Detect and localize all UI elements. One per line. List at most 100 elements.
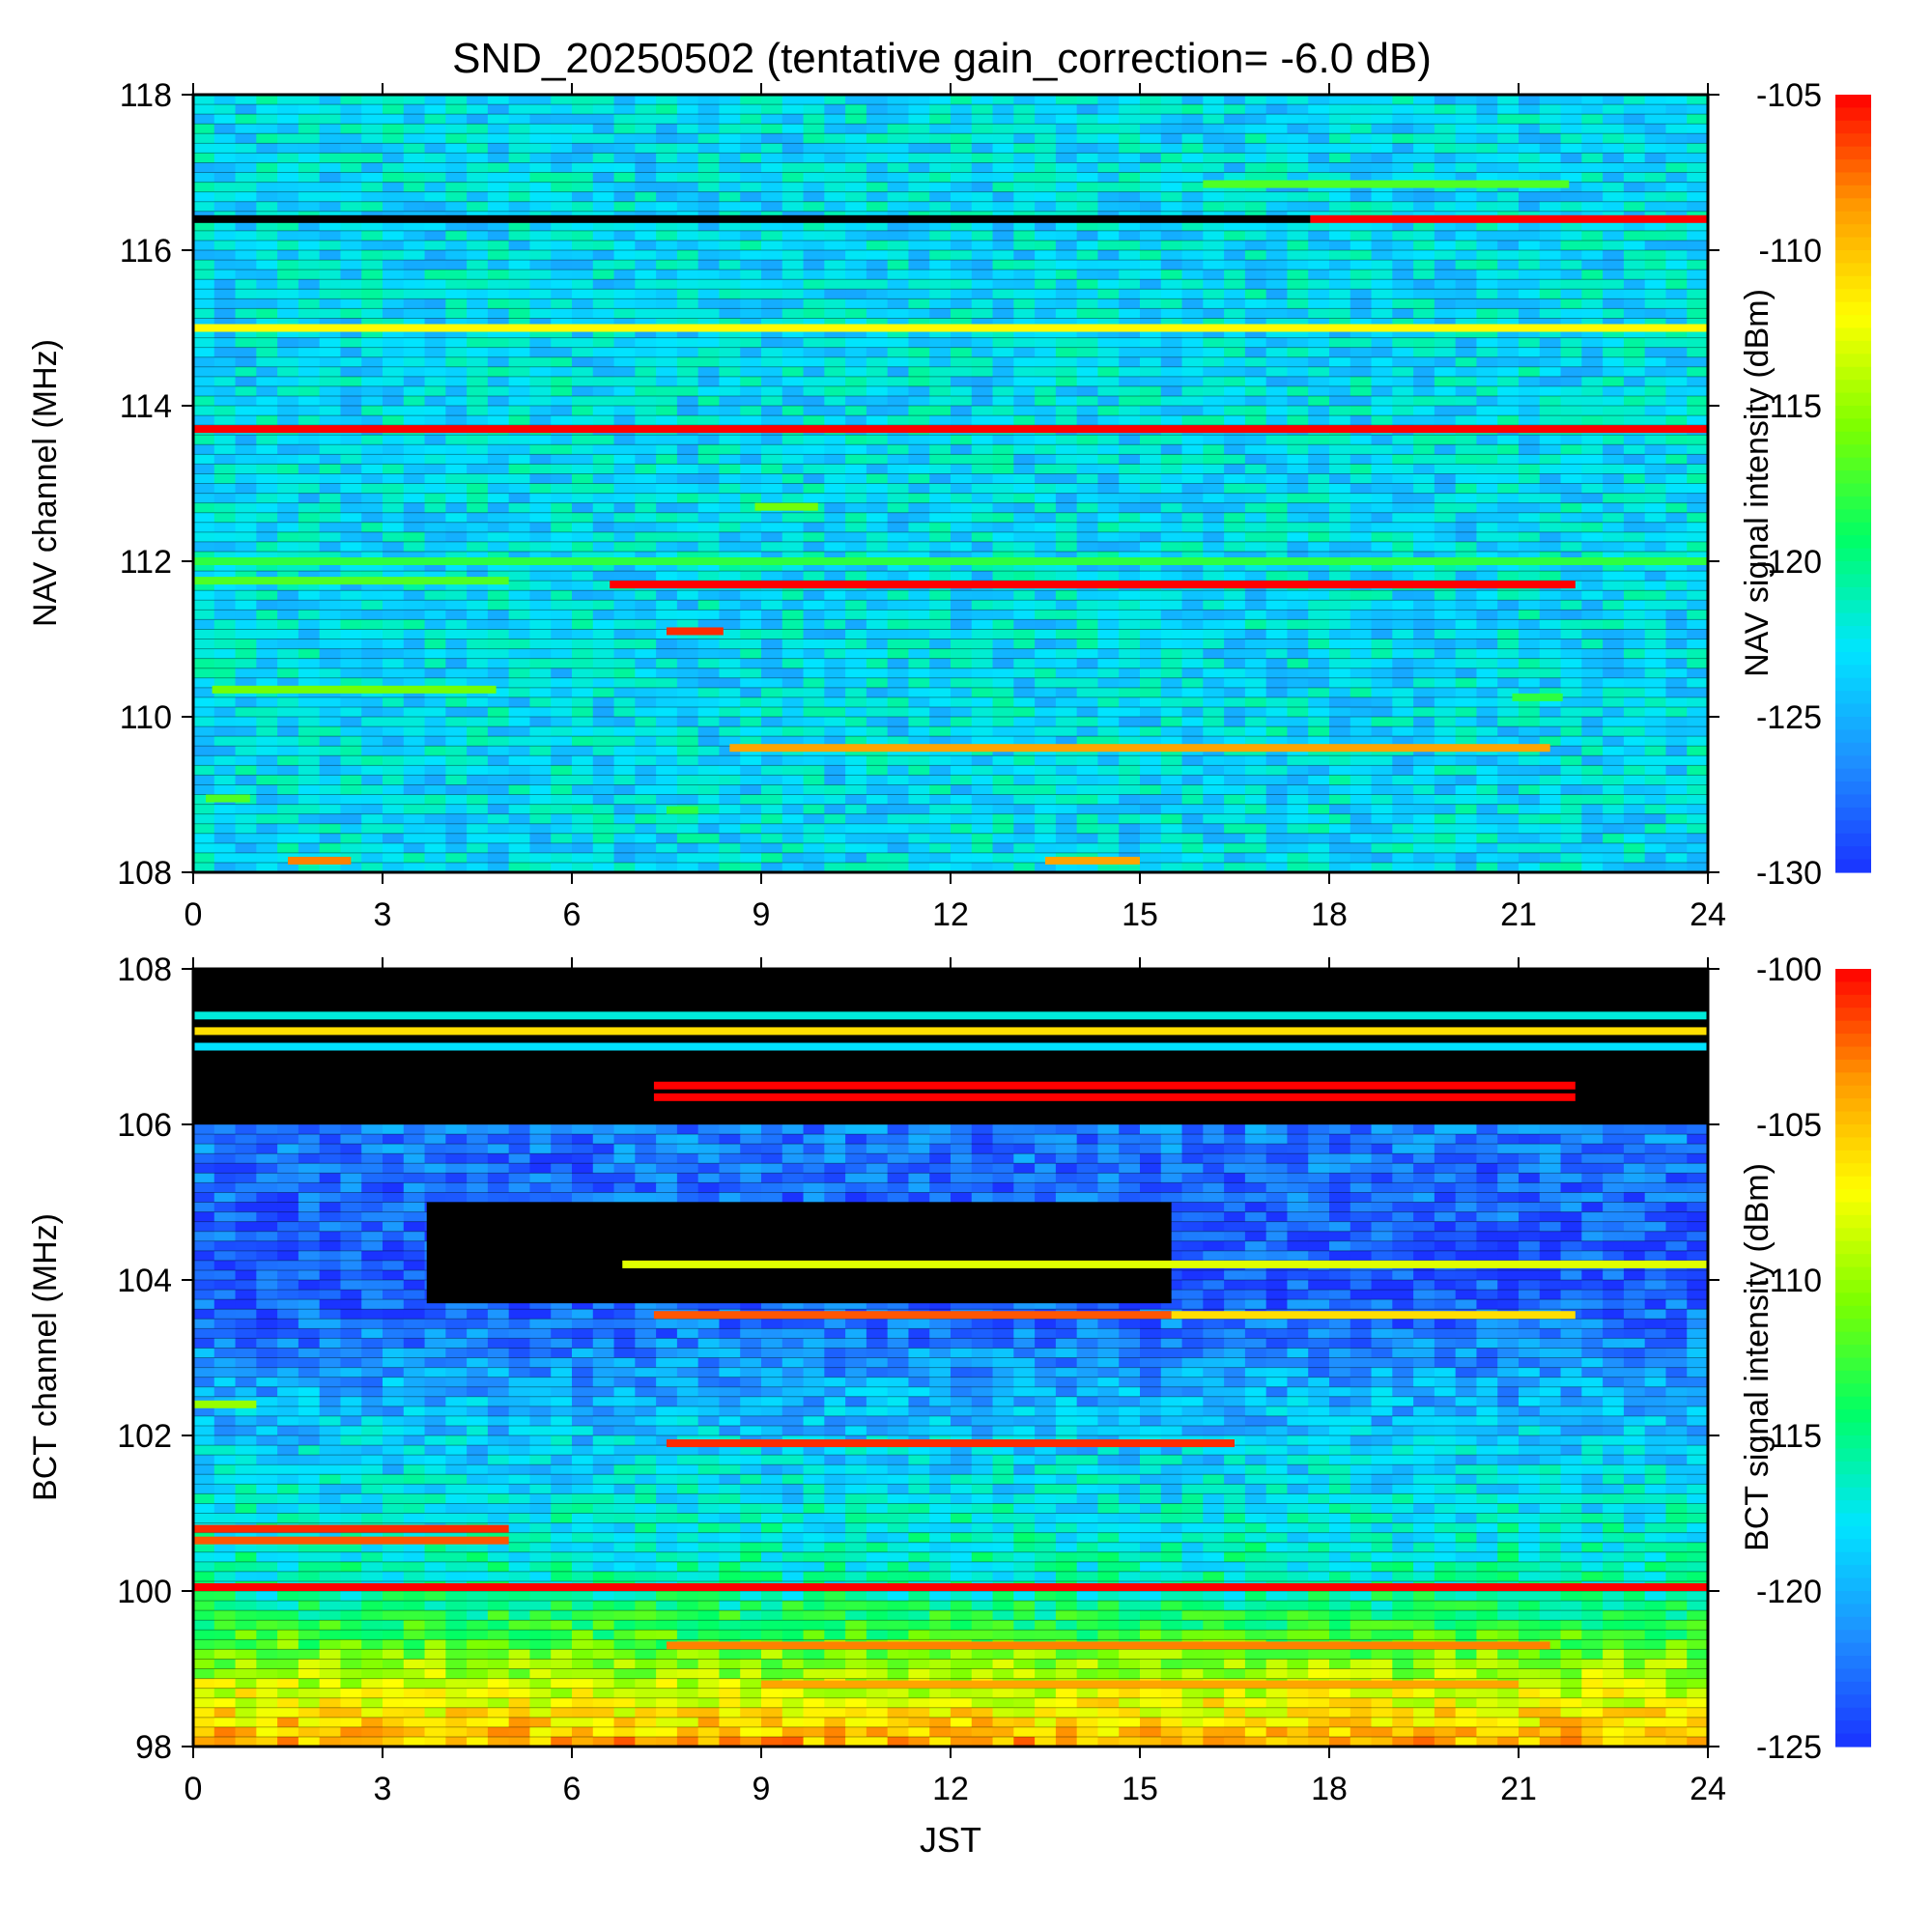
nav-heat-cell [1076,531,1099,543]
nav-heat-cell [1203,736,1225,747]
nav-heat-cell [256,444,278,455]
nav-heat-cell [467,717,489,727]
nav-heat-cell [193,677,215,689]
nav-heat-cell [1603,590,1625,601]
nav-heat-cell [1181,162,1204,174]
nav-heat-cell [1392,308,1414,320]
nav-heat-cell [403,454,426,465]
nav-heat-cell [1329,736,1351,747]
nav-heat-cell [424,473,446,485]
nav-heat-cell [193,765,215,776]
nav-heat-cell [824,755,846,766]
nav-heat-cell [1350,376,1373,387]
nav-heat-cell [529,114,552,125]
nav-heat-cell [951,308,973,320]
nav-heat-cell [1455,133,1478,144]
nav-heat-cell [529,95,552,105]
nav-heat-cell [1434,600,1457,611]
nav-heat-cell [277,483,299,495]
nav-heat-cell [1644,95,1667,105]
nav-heat-cell [361,736,384,747]
nav-heat-cell [1055,385,1078,397]
nav-heat-cell [445,279,468,290]
nav-heat-cell [592,182,615,193]
nav-heat-cell [1623,600,1646,611]
nav-heat-cell [1119,590,1141,601]
nav-heat-cell [403,668,426,679]
nav-heat-cell [1434,260,1457,270]
nav-heat-cell [529,531,552,543]
nav-heat-cell [340,435,362,445]
nav-heat-cell [1350,337,1373,349]
nav-heat-cell [1119,726,1141,737]
nav-heat-cell [256,250,278,261]
nav-heat-cell [719,590,741,601]
nav-heat-cell [529,648,552,660]
nav-heat-cell [1371,668,1393,679]
nav-heat-cell [1434,571,1457,582]
nav-heat-cell [824,687,846,698]
nav-heat-cell [487,230,510,242]
nav-heat-cell [1160,726,1183,737]
nav-heat-cell [635,104,657,115]
nav-heat-cell [1603,610,1625,620]
nav-heat-cell [887,531,910,543]
nav-heat-cell [1097,327,1120,339]
nav-heat-cell [719,541,741,553]
nav-heat-cell [781,395,805,407]
nav-heat-cell [635,191,657,203]
nav-heat-cell [1497,406,1520,416]
nav-heat-cell [235,279,257,290]
nav-heat-cell [1140,201,1162,213]
nav-heat-cell [635,444,657,455]
nav-heat-cell [635,162,657,174]
nav-heat-cell [277,444,299,455]
nav-heat-cell [1665,327,1688,339]
nav-heat-cell [487,619,510,631]
nav-heat-cell [235,250,257,261]
nav-heat-cell [256,639,278,650]
nav-heat-cell [929,464,952,475]
nav-heat-cell [1687,435,1709,445]
nav-heat-cell [1623,561,1646,572]
nav-heat-cell [1076,755,1099,766]
nav-heat-cell [740,376,762,387]
nav-heat-cell [1434,648,1457,660]
nav-heat-cell [319,104,342,115]
nav-heat-cell [1160,289,1183,299]
nav-heat-cell [383,415,405,426]
nav-heat-cell [719,755,741,766]
nav-heat-cell [971,541,994,553]
nav-heat-cell [1581,717,1604,727]
nav-heat-cell [845,298,867,309]
nav-heat-cell [1244,289,1267,299]
nav-heat-cell [1181,473,1204,485]
nav-heat-cell [887,512,910,524]
nav-heat-cell [824,104,846,115]
nav-heat-cell [1581,483,1604,495]
nav-heat-cell [1244,260,1267,270]
nav-heat-cell [1687,648,1709,660]
nav-heat-cell [403,240,426,251]
nav-heat-cell [1119,95,1141,105]
nav-heat-cell [1603,318,1625,329]
nav-heat-cell [1160,706,1183,718]
nav-heat-cell [298,337,321,349]
nav-heat-cell [1265,464,1289,475]
nav-heat-cell [1224,444,1246,455]
nav-heat-cell [887,124,910,134]
nav-heat-cell [1244,143,1267,154]
nav-heat-cell [1581,270,1604,280]
nav-heat-cell [1013,639,1036,650]
nav-heat-cell [1265,639,1289,650]
nav-heat-cell [1350,473,1373,485]
nav-heat-cell [1644,493,1667,504]
nav-heat-cell [1013,755,1036,766]
nav-heat-cell [1392,677,1414,689]
nav-heat-cell [213,172,237,184]
nav-heat-cell [1581,220,1604,232]
nav-heat-cell [803,454,825,465]
nav-heat-cell [1476,114,1498,125]
nav-heat-cell [1434,279,1457,290]
nav-heat-cell [1350,610,1373,620]
